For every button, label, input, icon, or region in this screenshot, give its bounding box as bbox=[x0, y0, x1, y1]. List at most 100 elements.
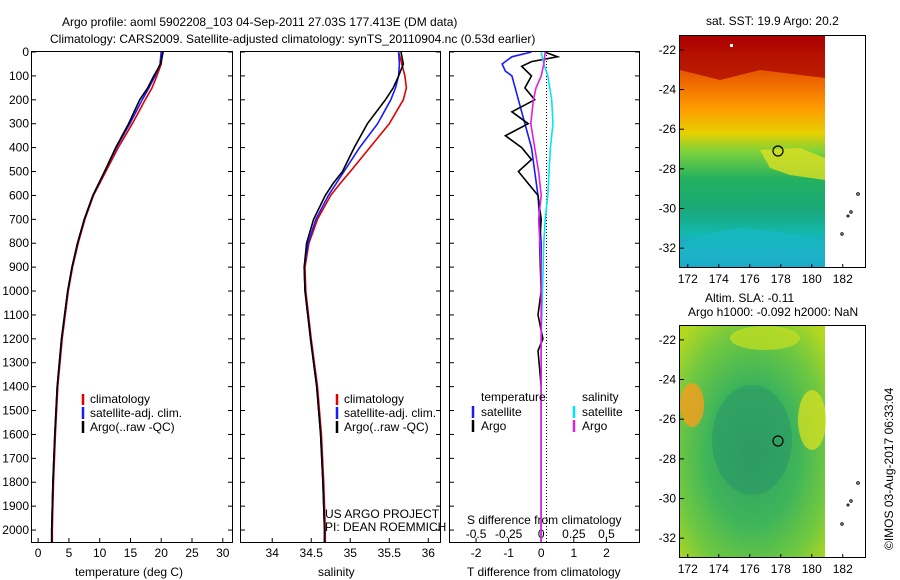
sst-map-frame bbox=[679, 35, 866, 268]
x-tick-label: 20 bbox=[155, 546, 169, 560]
temperature-panel: temperature (deg C) 0 5 10 15 20 25 3001002003… bbox=[2, 45, 233, 579]
difference-x2label: S difference from climatology bbox=[467, 513, 622, 527]
temp-satellite-line bbox=[501, 51, 543, 542]
map-x-tick-label: 180 bbox=[802, 272, 822, 286]
x-tick-label: 30 bbox=[216, 546, 230, 560]
legend-temperature-title: temperature bbox=[481, 390, 546, 404]
map-x-tick-label: 174 bbox=[709, 562, 729, 576]
legend-salinity-title: salinity bbox=[582, 390, 619, 404]
legend-sal-argo: Argo bbox=[582, 419, 608, 433]
y-tick-label: 1900 bbox=[2, 499, 29, 513]
legend-temp-argo: Argo bbox=[481, 419, 507, 433]
project-label: US ARGO PROJECT bbox=[325, 507, 440, 521]
salinity-panel: salinity 34 34.5 35 35.5 36 climatology sate… bbox=[240, 51, 446, 579]
temperature-plot-frame bbox=[31, 51, 233, 543]
temperature-xlabel: temperature (deg C) bbox=[75, 565, 183, 579]
pi-label: PI: DEAN ROEMMICH bbox=[325, 520, 446, 534]
salinity-plot-frame bbox=[240, 51, 441, 543]
x-tick-label: 34.5 bbox=[300, 546, 324, 560]
x2-tick-label: 0.25 bbox=[562, 527, 586, 541]
map-y-tick-label: -24 bbox=[659, 83, 677, 97]
difference-legend: temperature salinity satellite Argo sate… bbox=[471, 390, 623, 433]
map-x-tick-label: 172 bbox=[678, 562, 698, 576]
sst-warm-patch bbox=[680, 36, 825, 80]
x2-tick-label: -0.5 bbox=[466, 527, 487, 541]
sla-islands bbox=[840, 481, 860, 526]
salinity-xlabel: salinity bbox=[318, 565, 355, 579]
y-tick-label: 1100 bbox=[3, 308, 29, 322]
y-tick-label: 1000 bbox=[2, 284, 29, 298]
map-y-tick-label: -28 bbox=[659, 452, 677, 466]
legend-argo: Argo(..raw -QC) bbox=[90, 420, 175, 434]
map-x-tick-label: 180 bbox=[802, 562, 822, 576]
map-x-tick-label: 178 bbox=[771, 272, 791, 286]
sla-map-title1: Altim. SLA: -0.11 bbox=[705, 291, 794, 305]
sla-orange-patch bbox=[680, 383, 704, 427]
legend-sal-satellite: satellite bbox=[582, 405, 623, 419]
y-tick-label: 800 bbox=[9, 236, 29, 250]
map-y-tick-label: -32 bbox=[659, 241, 677, 255]
map-y-tick-label: -28 bbox=[659, 162, 677, 176]
map-y-tick-label: -30 bbox=[659, 492, 677, 506]
legend-temp-satellite: satellite bbox=[481, 405, 522, 419]
y-tick-label: 200 bbox=[9, 93, 29, 107]
x-tick-label: 1 bbox=[570, 546, 577, 560]
sst-float-marker bbox=[772, 145, 784, 157]
y-tick-label: 400 bbox=[9, 141, 29, 155]
series-line-argoraw bbox=[303, 51, 405, 542]
y-tick-label: 1400 bbox=[2, 380, 29, 394]
x-tick-label: 0 bbox=[35, 546, 42, 560]
x-tick-label: -2 bbox=[471, 546, 482, 560]
x-tick-label: -1 bbox=[503, 546, 514, 560]
y-tick-label: 1500 bbox=[2, 404, 29, 418]
x2-tick-label: -0.25 bbox=[495, 527, 523, 541]
x-tick-label: 10 bbox=[93, 546, 107, 560]
y-tick-label: 0 bbox=[22, 45, 29, 59]
map-x-tick-label: 174 bbox=[709, 272, 729, 286]
y-tick-label: 1700 bbox=[2, 451, 29, 465]
y-tick-label: 300 bbox=[9, 117, 29, 131]
sst-cyan-patch bbox=[680, 228, 825, 267]
map-x-tick-label: 172 bbox=[678, 272, 698, 286]
x-tick-label: 0 bbox=[538, 546, 545, 560]
copyright-stamp: ©IMOS 03-Aug-2017 06:33:04 bbox=[882, 387, 896, 550]
sst-white-dot bbox=[730, 44, 733, 47]
map-x-tick-label: 182 bbox=[833, 272, 853, 286]
map-y-tick-label: -26 bbox=[659, 412, 677, 426]
difference-xlabel: T difference from climatology bbox=[467, 565, 621, 579]
map-y-tick-label: -32 bbox=[659, 531, 677, 545]
map-y-tick-label: -30 bbox=[659, 202, 677, 216]
series-line-satelliteadj bbox=[303, 51, 401, 542]
y-tick-label: 1800 bbox=[2, 475, 29, 489]
x-tick-label: 35.5 bbox=[378, 546, 402, 560]
map-x-tick-label: 176 bbox=[740, 562, 760, 576]
map-x-tick-label: 176 bbox=[740, 272, 760, 286]
x-tick-label: 36 bbox=[422, 546, 436, 560]
sst-map-title: sat. SST: 19.9 Argo: 20.2 bbox=[706, 14, 839, 28]
sst-islands bbox=[840, 192, 860, 236]
legend-climatology: climatology bbox=[344, 392, 404, 406]
map-x-tick-label: 178 bbox=[771, 562, 791, 576]
x2-tick-label: 0.5 bbox=[598, 527, 615, 541]
sla-yellow-patch-2 bbox=[798, 390, 826, 450]
series-line-argoraw bbox=[50, 51, 164, 542]
legend-climatology: climatology bbox=[90, 392, 150, 406]
sla-dark-patch bbox=[712, 385, 792, 495]
sla-map: Altim. SLA: -0.11 Argo h1000: -0.092 h20… bbox=[659, 291, 866, 576]
x-tick-label: 2 bbox=[603, 546, 610, 560]
map-y-tick-label: -22 bbox=[659, 333, 677, 347]
map-y-tick-label: -24 bbox=[659, 373, 677, 387]
map-y-tick-label: -22 bbox=[659, 43, 677, 57]
sla-map-title2: Argo h1000: -0.092 h2000: NaN bbox=[688, 305, 858, 319]
x-tick-label: 34 bbox=[266, 546, 280, 560]
difference-plot-frame bbox=[449, 51, 640, 543]
y-tick-label: 1600 bbox=[2, 427, 29, 441]
salinity-legend: climatology satellite-adj. clim. Argo(..… bbox=[335, 392, 436, 434]
sla-yellow-patch-1 bbox=[730, 326, 800, 350]
x-tick-label: 35 bbox=[344, 546, 358, 560]
temperature-legend: climatology satellite-adj. clim. Argo(..… bbox=[81, 392, 182, 434]
x-tick-label: 25 bbox=[185, 546, 199, 560]
sal-satellite-line bbox=[540, 51, 554, 542]
series-line-climatology bbox=[51, 51, 164, 542]
